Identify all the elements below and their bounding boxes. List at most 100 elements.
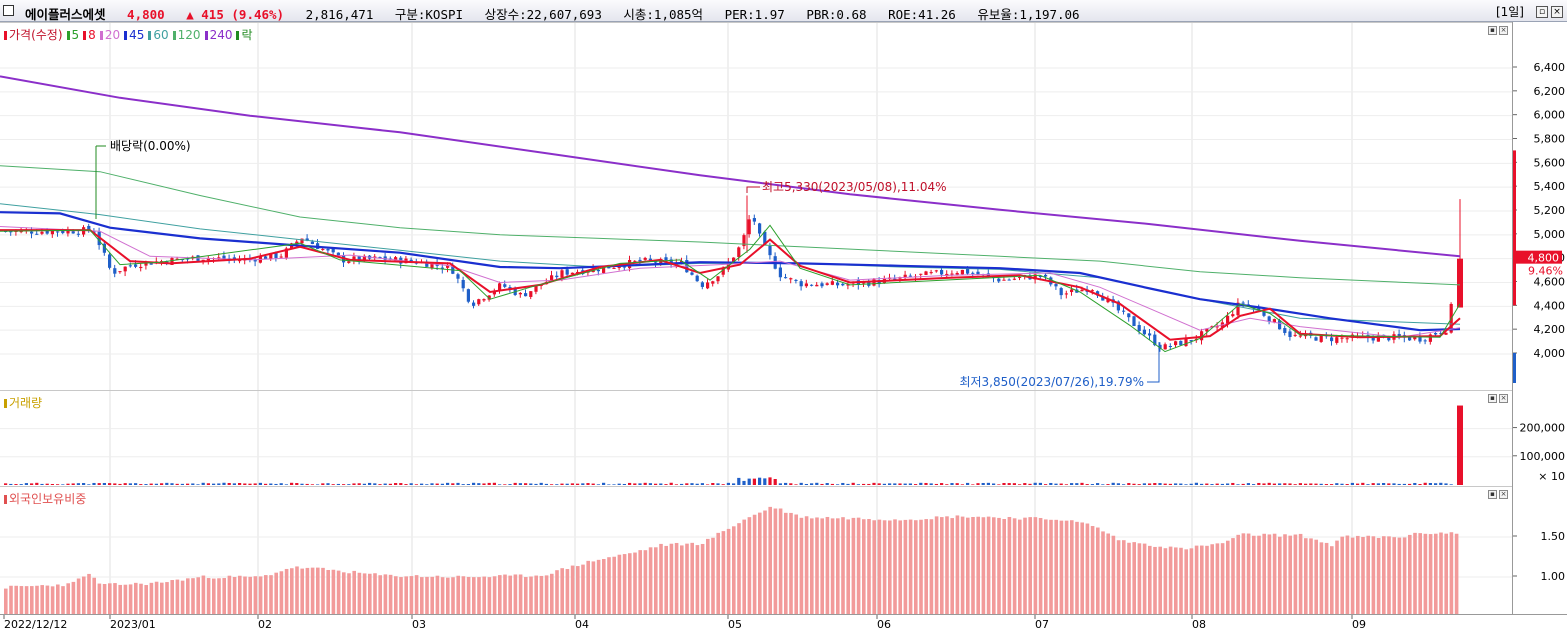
volume-bar (903, 483, 907, 485)
foreign-y-axis-scale: 1.50 1.00 (1513, 530, 1566, 583)
price-chart[interactable]: 배당락(0.00%) 최고5,330(2023/05/08),11.04% 최저3,… (0, 23, 1512, 391)
panel-minimize-icon[interactable]: ▪ (1488, 490, 1497, 499)
legend-item[interactable]: 240 (204, 28, 235, 42)
ma240-line (0, 75, 1461, 258)
volume-bar (1153, 483, 1157, 485)
foreign-bar (446, 577, 450, 615)
y-tick-label: 1.00 (1541, 570, 1566, 583)
volume-bar (1392, 483, 1396, 485)
volume-bar (622, 483, 626, 485)
low-marker (1147, 369, 1160, 383)
foreign-bar (550, 573, 554, 615)
current-pct-label: 9.46% (1528, 265, 1563, 278)
x-tick-label: 08 (1192, 618, 1206, 631)
legend-marker (172, 31, 176, 40)
candle-body (186, 258, 190, 260)
foreign-bar (1246, 533, 1251, 615)
foreign-bar (1163, 548, 1168, 615)
candle-body (903, 274, 907, 278)
foreign-bar (763, 510, 767, 615)
candle-body (550, 275, 554, 282)
volume-bar (357, 483, 361, 485)
foreign-bar (425, 576, 429, 615)
legend-item[interactable]: 5 (66, 28, 82, 42)
candle-body (893, 278, 897, 280)
candle-body (1231, 314, 1235, 317)
volume-bar (841, 482, 845, 485)
foreign-bar (758, 512, 762, 615)
volume-bar (1444, 483, 1448, 485)
candle-body (170, 258, 174, 266)
volume-bar (1028, 483, 1032, 485)
close-icon[interactable]: × (1551, 5, 1563, 18)
candle-body (654, 261, 658, 263)
volume-bar (1163, 483, 1167, 485)
foreign-bar (529, 576, 533, 615)
volume-bar (1314, 483, 1318, 485)
volume-bar (555, 484, 559, 485)
volume-bar (71, 483, 75, 485)
candle-body (1376, 335, 1380, 342)
maximize-icon[interactable]: ▫ (1536, 5, 1548, 18)
legend-item[interactable]: 8 (83, 28, 98, 42)
foreign-bar (92, 577, 96, 615)
legend-item[interactable]: 락 (236, 28, 254, 42)
foreign-bar (1262, 533, 1266, 615)
foreign-bar (352, 570, 356, 615)
legend-marker (4, 31, 7, 40)
foreign-bar (544, 575, 549, 615)
volume-bar (310, 484, 314, 485)
volume-bar (206, 483, 210, 485)
candle-body (1038, 275, 1042, 277)
volume-bar (914, 484, 918, 485)
panel-minimize-icon[interactable]: ▪ (1488, 394, 1497, 403)
volume-bar (264, 483, 268, 485)
candle-body (919, 273, 923, 275)
candle-body (924, 271, 928, 275)
panel-close-icon[interactable]: × (1499, 394, 1508, 403)
legend-item[interactable]: 120 (172, 28, 203, 42)
volume-bar (1345, 484, 1349, 485)
panel-close-icon[interactable]: × (1499, 26, 1508, 35)
foreign-bar (201, 575, 206, 615)
x-tick-label: 2022/12/12 (4, 618, 67, 631)
volume-bar (550, 484, 554, 485)
period-selector[interactable]: [1일] (1495, 5, 1524, 19)
foreign-bar (971, 516, 975, 615)
candle-body (1408, 337, 1412, 341)
volume-bar (576, 483, 580, 485)
high-marker (746, 186, 760, 193)
select-checkbox[interactable] (3, 5, 14, 16)
legend-marker (83, 31, 87, 40)
foreign-bar (732, 526, 736, 615)
foreign-bar (1080, 522, 1084, 615)
panel-close-icon[interactable]: × (1499, 490, 1508, 499)
legend-item[interactable]: 20 (99, 28, 122, 42)
candle-body (66, 230, 70, 234)
volume-chart[interactable] (0, 391, 1512, 487)
volume-bar (929, 483, 933, 485)
candle-body (1319, 335, 1323, 342)
foreign-bar (1439, 532, 1443, 615)
panel-minimize-icon[interactable]: ▪ (1488, 26, 1497, 35)
foreign-bar (170, 580, 174, 615)
foreign-bar (1231, 538, 1235, 615)
legend-item[interactable]: 가격(수정) (4, 28, 65, 42)
candle-body (716, 276, 720, 282)
foreign-ownership-chart[interactable] (0, 487, 1512, 615)
price-panel: 배당락(0.00%) 최고5,330(2023/05/08),11.04% 최저3,… (0, 22, 1512, 391)
legend-item[interactable]: 60 (148, 28, 170, 42)
volume-bar (123, 483, 127, 485)
x-tick-label: 03 (412, 618, 426, 631)
foreign-bar (326, 569, 330, 615)
candle-body (1272, 319, 1276, 323)
volume-bar (825, 483, 829, 485)
candle-body (295, 241, 299, 245)
y-tick-label: 100,000 (1520, 450, 1566, 463)
volume-bar (61, 484, 65, 485)
foreign-bar (1184, 549, 1188, 615)
stock-name[interactable]: 에이플러스에셋 (25, 7, 106, 22)
candle-body (518, 292, 522, 295)
legend-item[interactable]: 45 (124, 28, 146, 42)
volume-bar (976, 483, 980, 485)
